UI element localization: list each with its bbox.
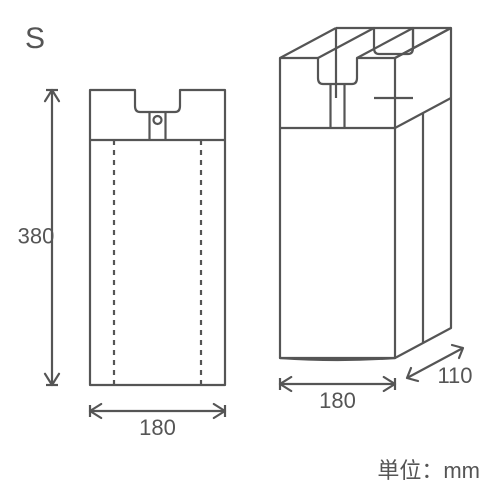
dim-depth: 110 [437,363,472,388]
dim-flat-width: 180 [139,415,176,440]
dim-height: 380 [18,223,55,248]
size-label: S [25,22,45,55]
dim-3d-width: 180 [319,388,356,413]
bag-dimension-diagram: S 380 180 180 110 単位：mm [0,0,500,500]
unit-label: 単位：mm [377,458,480,483]
